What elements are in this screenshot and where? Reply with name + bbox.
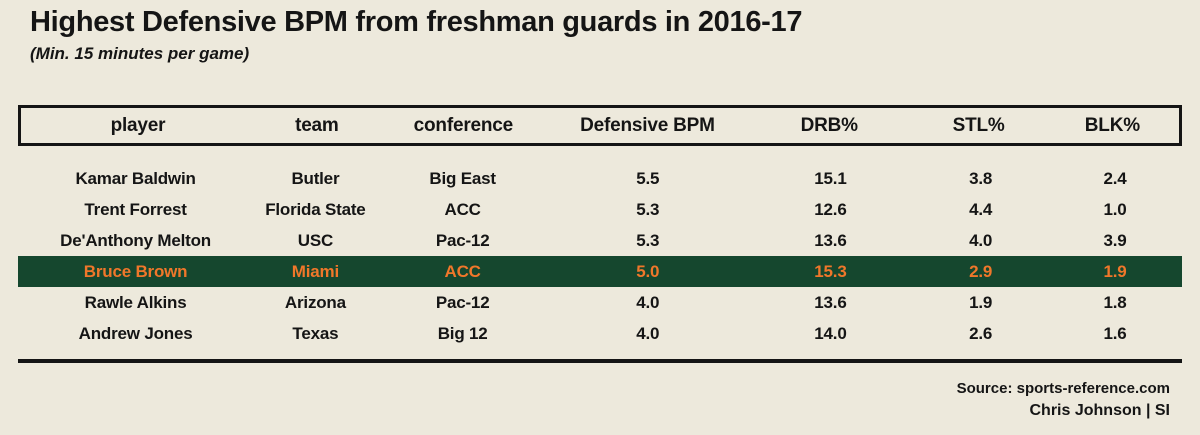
cell-conference: Pac-12 — [435, 230, 490, 250]
cell-player: Bruce Brown — [83, 261, 188, 281]
table-row: Trent Forrest Florida State ACC 5.3 12.6… — [18, 194, 1182, 225]
cell-conference: Pac-12 — [435, 292, 490, 312]
cell-team: USC — [297, 230, 334, 250]
column-header-drb-pct: DRB% — [800, 114, 858, 136]
cell-blk-pct: 1.0 — [1103, 199, 1127, 219]
chart-title: Highest Defensive BPM from freshman guar… — [30, 6, 803, 38]
source-text: Source: sports-reference.com — [956, 380, 1170, 397]
column-header-player: player — [110, 114, 166, 136]
cell-drb-pct: 14.0 — [814, 323, 847, 343]
cell-blk-pct: 1.6 — [1103, 323, 1127, 343]
cell-conference: ACC — [444, 261, 481, 281]
cell-blk-pct: 1.9 — [1103, 261, 1127, 281]
cell-stl-pct: 2.6 — [969, 323, 993, 343]
chart-subtitle: (Min. 15 minutes per game) — [30, 44, 250, 63]
cell-drb-pct: 13.6 — [814, 292, 847, 312]
cell-defensive-bpm: 5.3 — [636, 230, 660, 250]
table-row: Kamar Baldwin Butler Big East 5.5 15.1 3… — [18, 163, 1182, 194]
cell-player: De'Anthony Melton — [60, 230, 211, 250]
cell-conference: Big 12 — [437, 323, 488, 343]
cell-drb-pct: 15.3 — [814, 261, 847, 281]
cell-team: Butler — [291, 168, 340, 188]
table-row: Andrew Jones Texas Big 12 4.0 14.0 2.6 1… — [18, 318, 1182, 349]
cell-drb-pct: 15.1 — [814, 168, 847, 188]
cell-team: Texas — [292, 323, 339, 343]
cell-player: Kamar Baldwin — [75, 168, 196, 188]
cell-drb-pct: 12.6 — [814, 199, 847, 219]
table-row: Rawle Alkins Arizona Pac-12 4.0 13.6 1.9… — [18, 287, 1182, 318]
footer: Source: sports-reference.com Chris Johns… — [957, 380, 1170, 420]
cell-defensive-bpm: 4.0 — [636, 292, 660, 312]
cell-conference: ACC — [444, 199, 481, 219]
cell-player: Andrew Jones — [78, 323, 193, 343]
cell-blk-pct: 2.4 — [1103, 168, 1127, 188]
credit-text: Chris Johnson | SI — [1029, 402, 1171, 419]
table-row: De'Anthony Melton USC Pac-12 5.3 13.6 4.… — [18, 225, 1182, 256]
cell-team: Miami — [291, 261, 339, 281]
cell-stl-pct: 2.9 — [969, 261, 993, 281]
cell-conference: Big East — [429, 168, 496, 188]
cell-defensive-bpm: 5.3 — [636, 199, 660, 219]
table-body: Kamar Baldwin Butler Big East 5.5 15.1 3… — [18, 163, 1182, 349]
cell-defensive-bpm: 5.0 — [636, 261, 660, 281]
cell-blk-pct: 1.8 — [1103, 292, 1127, 312]
column-header-conference: conference — [413, 114, 514, 136]
cell-defensive-bpm: 5.5 — [636, 168, 660, 188]
cell-player: Rawle Alkins — [84, 292, 187, 312]
column-header-team: team — [295, 114, 339, 136]
cell-stl-pct: 4.4 — [969, 199, 993, 219]
cell-stl-pct: 3.8 — [969, 168, 993, 188]
cell-team: Arizona — [284, 292, 346, 312]
table-row-highlighted: Bruce Brown Miami ACC 5.0 15.3 2.9 1.9 — [18, 256, 1182, 287]
cell-team: Florida State — [265, 199, 366, 219]
cell-defensive-bpm: 4.0 — [636, 323, 660, 343]
footer-divider — [18, 359, 1182, 363]
cell-drb-pct: 13.6 — [814, 230, 847, 250]
cell-blk-pct: 3.9 — [1103, 230, 1127, 250]
cell-stl-pct: 4.0 — [969, 230, 993, 250]
column-header-stl-pct: STL% — [952, 114, 1005, 136]
column-header-defensive-bpm: Defensive BPM — [580, 114, 715, 136]
cell-stl-pct: 1.9 — [969, 292, 993, 312]
cell-player: Trent Forrest — [84, 199, 187, 219]
column-header-blk-pct: BLK% — [1084, 114, 1140, 136]
stats-table: player team conference Defensive BPM DRB… — [18, 105, 1182, 349]
table-header-row: player team conference Defensive BPM DRB… — [18, 105, 1182, 146]
